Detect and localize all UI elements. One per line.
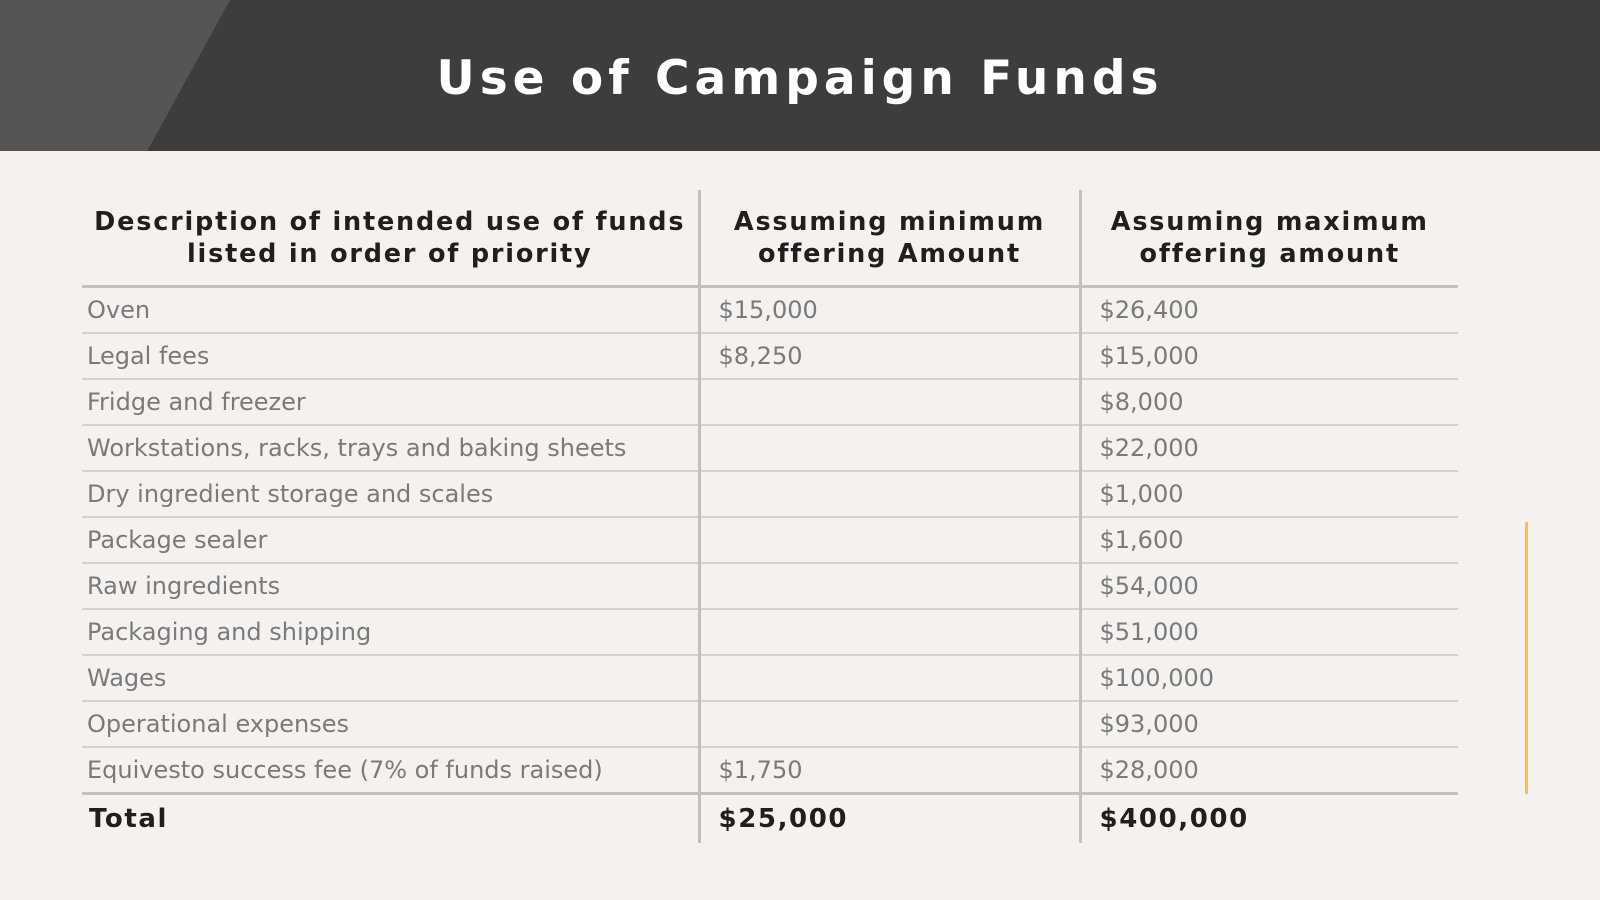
table-row: Package sealer $1,600 <box>82 517 1458 564</box>
row-maximum-amount: $93,000 <box>1078 701 1458 748</box>
row-minimum-amount <box>697 701 1080 748</box>
row-maximum-amount: $26,400 <box>1078 286 1458 334</box>
table-row: Operational expenses $93,000 <box>82 701 1458 748</box>
total-row: Total $25,000 $400,000 <box>82 793 1458 843</box>
table-body: Oven $15,000 $26,400 Legal fees $8,250 $15,00… <box>82 286 1458 843</box>
row-description: Package sealer <box>82 517 699 564</box>
row-description: Wages <box>82 655 699 702</box>
row-minimum-amount <box>697 609 1080 656</box>
table-row: Oven $15,000 $26,400 <box>82 286 1458 334</box>
header-maximum: Assuming maximum offering amount <box>1078 190 1458 288</box>
table-row: Legal fees $8,250 $15,000 <box>82 333 1458 380</box>
row-maximum-amount: $100,000 <box>1078 655 1458 702</box>
row-maximum-amount: $54,000 <box>1078 563 1458 610</box>
row-description: Fridge and freezer <box>82 379 699 426</box>
row-description: Oven <box>82 286 699 334</box>
title-banner: Use of Campaign Funds <box>0 0 1600 151</box>
row-minimum-amount <box>697 471 1080 518</box>
row-description: Packaging and shipping <box>82 609 699 656</box>
row-minimum-amount <box>697 379 1080 426</box>
header-description: Description of intended use of funds lis… <box>82 190 699 288</box>
row-minimum-amount: $15,000 <box>697 286 1080 334</box>
funds-table: Description of intended use of funds lis… <box>82 190 1458 843</box>
row-minimum-amount: $8,250 <box>697 333 1080 380</box>
table-row: Dry ingredient storage and scales $1,000 <box>82 471 1458 518</box>
row-description: Dry ingredient storage and scales <box>82 471 699 518</box>
total-minimum: $25,000 <box>697 793 1080 843</box>
funds-table-container: Description of intended use of funds lis… <box>82 190 1458 843</box>
row-minimum-amount: $1,750 <box>697 747 1080 795</box>
page-title: Use of Campaign Funds <box>436 51 1164 106</box>
table-row: Fridge and freezer $8,000 <box>82 379 1458 426</box>
row-maximum-amount: $51,000 <box>1078 609 1458 656</box>
decorative-side-line <box>1525 522 1528 794</box>
row-description: Operational expenses <box>82 701 699 748</box>
row-maximum-amount: $1,600 <box>1078 517 1458 564</box>
total-maximum: $400,000 <box>1078 793 1458 843</box>
total-label: Total <box>89 804 169 834</box>
header-minimum: Assuming minimum offering Amount <box>697 190 1080 288</box>
row-description: Raw ingredients <box>82 563 699 610</box>
table-header-row: Description of intended use of funds lis… <box>82 190 1458 288</box>
row-maximum-amount: $1,000 <box>1078 471 1458 518</box>
row-minimum-amount <box>697 563 1080 610</box>
row-maximum-amount: $22,000 <box>1078 425 1458 472</box>
table-row: Workstations, racks, trays and baking sh… <box>82 425 1458 472</box>
row-minimum-amount <box>697 425 1080 472</box>
row-minimum-amount <box>697 517 1080 564</box>
table-row: Wages $100,000 <box>82 655 1458 702</box>
row-description: Equivesto success fee (7% of funds raise… <box>82 747 699 795</box>
row-description: Workstations, racks, trays and baking sh… <box>82 425 699 472</box>
row-maximum-amount: $15,000 <box>1078 333 1458 380</box>
table-row: Equivesto success fee (7% of funds raise… <box>82 747 1458 795</box>
row-maximum-amount: $8,000 <box>1078 379 1458 426</box>
row-minimum-amount <box>697 655 1080 702</box>
table-row: Packaging and shipping $51,000 <box>82 609 1458 656</box>
row-maximum-amount: $28,000 <box>1078 747 1458 795</box>
row-description: Legal fees <box>82 333 699 380</box>
table-row: Raw ingredients $54,000 <box>82 563 1458 610</box>
